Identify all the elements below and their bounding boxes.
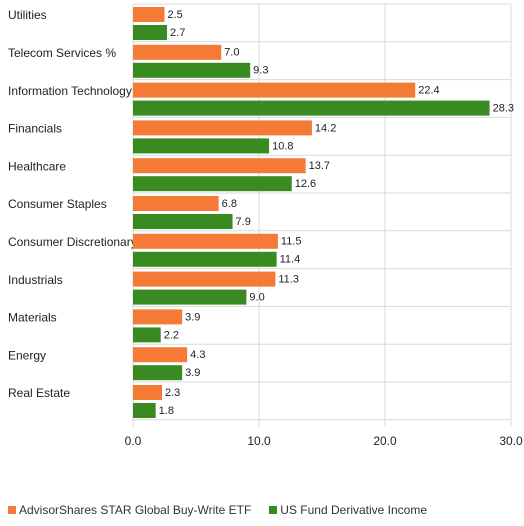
data-label-s1-7: 11.3 <box>278 274 299 286</box>
category-label-9: Energy <box>8 348 46 362</box>
bar-s1-5 <box>133 196 219 211</box>
bar-s1-1 <box>133 44 222 60</box>
bar-s2-10 <box>133 403 156 418</box>
legend: AdvisorShares STAR Global Buy-Write ETF … <box>8 502 445 518</box>
bar-s2-4 <box>133 176 292 192</box>
data-label-s1-0: 2.5 <box>168 9 183 21</box>
legend-label-series-2: US Fund Derivative Income <box>280 503 428 517</box>
bar-s1-4 <box>133 158 306 174</box>
data-label-s1-4: 13.7 <box>309 160 330 172</box>
data-label-s2-0: 2.7 <box>170 27 185 39</box>
category-label-8: Materials <box>8 311 57 325</box>
bar-s2-2 <box>133 100 490 116</box>
category-label-0: Utilities <box>8 8 47 22</box>
bar-s1-8 <box>133 309 183 325</box>
data-label-s1-9: 4.3 <box>190 349 205 361</box>
category-label-3: Financials <box>8 122 62 136</box>
bar-s2-1 <box>133 62 251 78</box>
data-label-s2-1: 9.3 <box>253 65 268 77</box>
bar-s2-9 <box>133 365 183 381</box>
data-label-s1-3: 14.2 <box>315 122 336 134</box>
data-label-s1-5: 6.8 <box>222 198 237 210</box>
data-label-s2-10: 1.8 <box>159 405 174 417</box>
bar-s2-6 <box>133 251 277 267</box>
data-label-s1-10: 2.3 <box>165 387 180 399</box>
x-tick-label-2: 20.0 <box>373 434 397 448</box>
bar-s1-10 <box>133 385 162 400</box>
bar-s1-3 <box>133 120 312 136</box>
legend-item-series-2: US Fund Derivative Income <box>269 503 427 517</box>
data-label-s1-6: 11.5 <box>281 236 302 248</box>
data-label-s1-2: 22.4 <box>418 85 439 97</box>
x-tick-label-0: 0.0 <box>125 434 142 448</box>
bar-s1-7 <box>133 271 276 287</box>
data-label-s2-8: 2.2 <box>164 329 179 341</box>
category-label-1: Telecom Services % <box>8 46 116 60</box>
bar-s2-7 <box>133 289 247 305</box>
data-label-s2-2: 28.3 <box>493 103 514 115</box>
bar-s2-8 <box>133 327 161 343</box>
category-label-4: Healthcare <box>8 159 66 173</box>
legend-item-series-1: AdvisorShares STAR Global Buy-Write ETF <box>8 503 251 517</box>
data-label-s1-1: 7.0 <box>224 47 239 59</box>
bar-s1-2 <box>133 82 416 98</box>
data-label-s1-8: 3.9 <box>185 311 200 323</box>
data-label-s2-4: 12.6 <box>295 178 316 190</box>
category-label-2: Information Technology <box>8 84 132 98</box>
data-label-s2-6: 11.4 <box>280 254 301 266</box>
legend-swatch-series-1 <box>8 506 16 514</box>
category-label-7: Industrials <box>8 273 63 287</box>
data-label-s2-5: 7.9 <box>236 216 251 228</box>
bar-s1-6 <box>133 233 278 249</box>
bar-s2-5 <box>133 214 233 229</box>
data-label-s2-3: 10.8 <box>272 140 293 152</box>
data-label-s2-9: 3.9 <box>185 367 200 379</box>
x-tick-label-1: 10.0 <box>247 434 271 448</box>
x-tick-label-3: 30.0 <box>499 434 523 448</box>
bar-s2-3 <box>133 138 270 154</box>
bar-s1-0 <box>133 7 165 22</box>
category-label-6: Consumer Discretionary <box>8 235 137 249</box>
category-label-10: Real Estate <box>8 386 70 400</box>
bar-s1-9 <box>133 347 188 363</box>
data-label-s2-7: 9.0 <box>249 292 264 304</box>
bar-s2-0 <box>133 25 168 40</box>
category-label-5: Consumer Staples <box>8 197 107 211</box>
legend-label-series-1: AdvisorShares STAR Global Buy-Write ETF <box>19 503 252 517</box>
legend-swatch-series-2 <box>269 506 278 514</box>
